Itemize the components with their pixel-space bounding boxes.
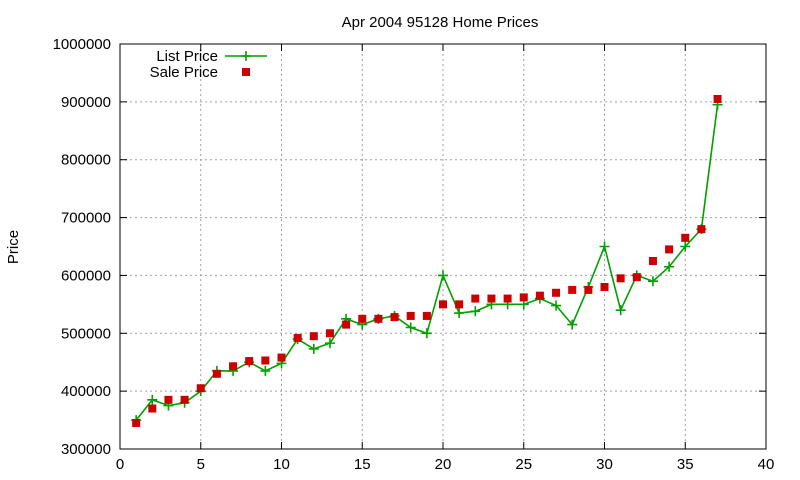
data-point <box>681 233 690 242</box>
data-point <box>551 300 562 311</box>
data-point <box>405 322 416 333</box>
x-tick-label: 20 <box>435 456 452 473</box>
legend-label: Sale Price <box>150 64 218 81</box>
data-point <box>325 329 334 338</box>
data-point <box>439 300 447 309</box>
data-point <box>535 291 544 300</box>
data-point <box>519 293 528 302</box>
data-point <box>358 314 367 323</box>
x-tick-label: 10 <box>273 456 290 473</box>
x-tick-label: 15 <box>354 456 371 473</box>
data-point <box>567 319 578 330</box>
series-layer <box>131 94 723 427</box>
data-point <box>390 313 399 322</box>
data-point <box>470 306 481 317</box>
y-tick-label: 700000 <box>61 210 111 227</box>
data-point <box>293 333 302 342</box>
data-point <box>647 276 658 287</box>
data-point <box>260 365 271 376</box>
series-line <box>135 104 719 421</box>
axes-layer: 300000 400000 500000 600000 700000 800000 9000… <box>53 36 775 473</box>
data-point <box>308 343 319 354</box>
legend-marker <box>242 68 250 76</box>
data-point <box>438 270 448 281</box>
plot-frame <box>119 43 767 450</box>
legend-marker <box>241 51 251 61</box>
data-point <box>309 332 318 341</box>
data-point <box>196 384 205 393</box>
data-point <box>648 256 657 265</box>
data-point <box>164 395 173 404</box>
data-point <box>261 356 270 365</box>
legend-label: List Price <box>156 48 218 65</box>
y-axis-label: Price <box>5 230 22 264</box>
data-point <box>552 288 561 297</box>
data-point <box>616 274 625 283</box>
data-point <box>599 241 610 252</box>
data-point <box>229 362 238 371</box>
data-point <box>132 418 141 427</box>
data-point <box>455 300 464 309</box>
data-point <box>454 308 465 319</box>
data-point <box>584 285 593 294</box>
data-point <box>713 94 722 103</box>
data-point <box>421 328 432 339</box>
data-point <box>147 394 158 405</box>
x-tick-label: 40 <box>758 456 775 473</box>
x-tick-label: 30 <box>596 456 613 473</box>
series-2 <box>132 94 722 427</box>
y-tick-label: 300000 <box>61 441 111 458</box>
y-tick-label: 500000 <box>61 325 111 342</box>
data-point <box>600 283 609 291</box>
x-tick-label: 25 <box>515 456 532 473</box>
data-point <box>212 369 221 378</box>
data-point <box>665 245 674 254</box>
data-point <box>615 305 626 316</box>
data-point <box>245 357 254 366</box>
data-point <box>422 311 431 320</box>
data-point <box>148 404 157 413</box>
x-tick-label: 0 <box>116 456 124 473</box>
y-tick-label: 1000000 <box>53 36 111 53</box>
data-point <box>487 294 496 303</box>
y-tick-label: 400000 <box>61 383 111 400</box>
data-point <box>277 353 286 362</box>
data-point <box>568 285 577 294</box>
data-point <box>632 273 641 282</box>
data-point <box>342 320 351 329</box>
x-tick-label: 5 <box>197 456 205 473</box>
y-tick-label: 900000 <box>61 94 111 111</box>
data-point <box>680 241 691 252</box>
data-point <box>324 338 335 349</box>
data-point <box>471 294 480 303</box>
y-tick-label: 800000 <box>61 152 111 169</box>
chart-title: Apr 2004 95128 Home Prices <box>342 14 539 31</box>
data-point <box>374 314 383 323</box>
data-point <box>664 261 675 272</box>
data-point <box>406 311 415 320</box>
data-point <box>180 395 189 404</box>
data-point <box>503 294 512 303</box>
y-tick-label: 600000 <box>61 267 111 284</box>
x-tick-label: 35 <box>677 456 694 473</box>
data-point <box>697 225 706 234</box>
